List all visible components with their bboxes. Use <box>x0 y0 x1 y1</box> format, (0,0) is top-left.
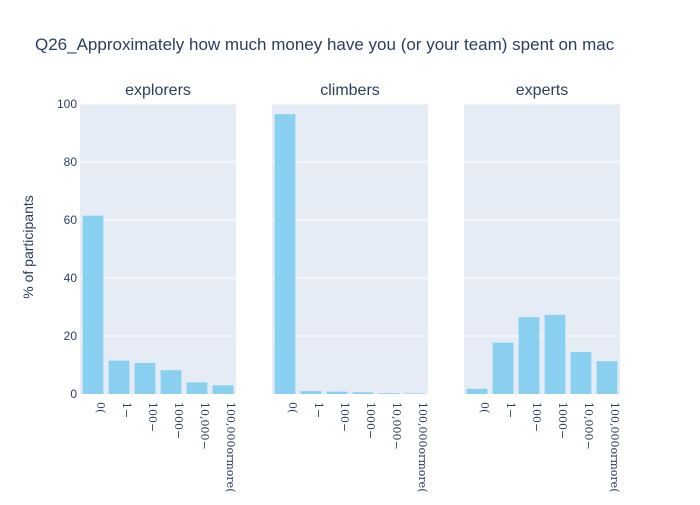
panel-title: climbers <box>320 82 380 99</box>
x-tick-label: 1000− <box>556 402 569 439</box>
bar <box>492 342 514 394</box>
x-tick-label: 1− <box>312 402 325 418</box>
bar <box>352 392 374 394</box>
x-tick-label: 10,000− <box>582 402 595 450</box>
y-tick-label: 60 <box>64 213 78 227</box>
y-tick-label: 0 <box>70 387 77 401</box>
y-tick-label: 40 <box>64 271 78 285</box>
y-tick-label: 80 <box>64 155 78 169</box>
plot-background <box>80 104 236 394</box>
bar <box>570 351 592 394</box>
bar <box>378 393 400 394</box>
x-tick-label: 100,000ormore( <box>224 402 237 492</box>
x-tick-label: 0( <box>478 402 491 413</box>
x-tick-label: 100,000ormore( <box>416 402 429 492</box>
bar <box>544 314 566 394</box>
bar <box>326 391 348 394</box>
y-tick-label: 100 <box>57 97 77 111</box>
x-tick-label: 0( <box>286 402 299 413</box>
panel-title: experts <box>516 82 568 99</box>
x-tick-label: 100− <box>530 402 543 432</box>
bar <box>82 215 104 394</box>
x-tick-label: 100− <box>338 402 351 432</box>
bar <box>466 388 488 394</box>
x-tick-label: 1000− <box>172 402 185 439</box>
bar <box>160 370 182 394</box>
bar <box>212 385 234 394</box>
bar <box>186 382 208 394</box>
panel-climbers: climbers 0( 1− 100− 1000− 10,000− 100,000ormor… <box>272 82 429 492</box>
bar <box>596 361 618 394</box>
x-tick-label: 1000− <box>364 402 377 439</box>
bar <box>134 362 156 394</box>
plot-background <box>464 104 620 394</box>
chart-title: Q26_Approximately how much money have yo… <box>35 35 615 54</box>
plot-background <box>272 104 428 394</box>
x-tick-label: 100− <box>146 402 159 432</box>
panel-title: explorers <box>125 82 191 99</box>
chart-panels: explorers 0( 1− 100− 1000− 10,000− 100,000ormo… <box>57 82 621 492</box>
x-tick-label: 10,000− <box>198 402 211 450</box>
x-tick-label: 0( <box>94 402 107 413</box>
bar <box>274 114 296 395</box>
x-tick-label: 1− <box>504 402 517 418</box>
y-axis-label: % of participants <box>20 195 36 299</box>
bar <box>404 393 426 394</box>
y-tick-label: 20 <box>64 329 78 343</box>
x-tick-label: 10,000− <box>390 402 403 450</box>
bar <box>300 391 322 394</box>
panel-explorers: explorers 0( 1− 100− 1000− 10,000− 100,000ormo… <box>57 82 237 492</box>
panel-experts: experts 0( 1− 100− 1000− 10,000− 100,000ormore… <box>464 82 621 492</box>
bar <box>518 317 540 394</box>
bar <box>108 360 130 394</box>
x-tick-label: 100,000ormore( <box>608 402 621 492</box>
x-tick-label: 1− <box>120 402 133 418</box>
